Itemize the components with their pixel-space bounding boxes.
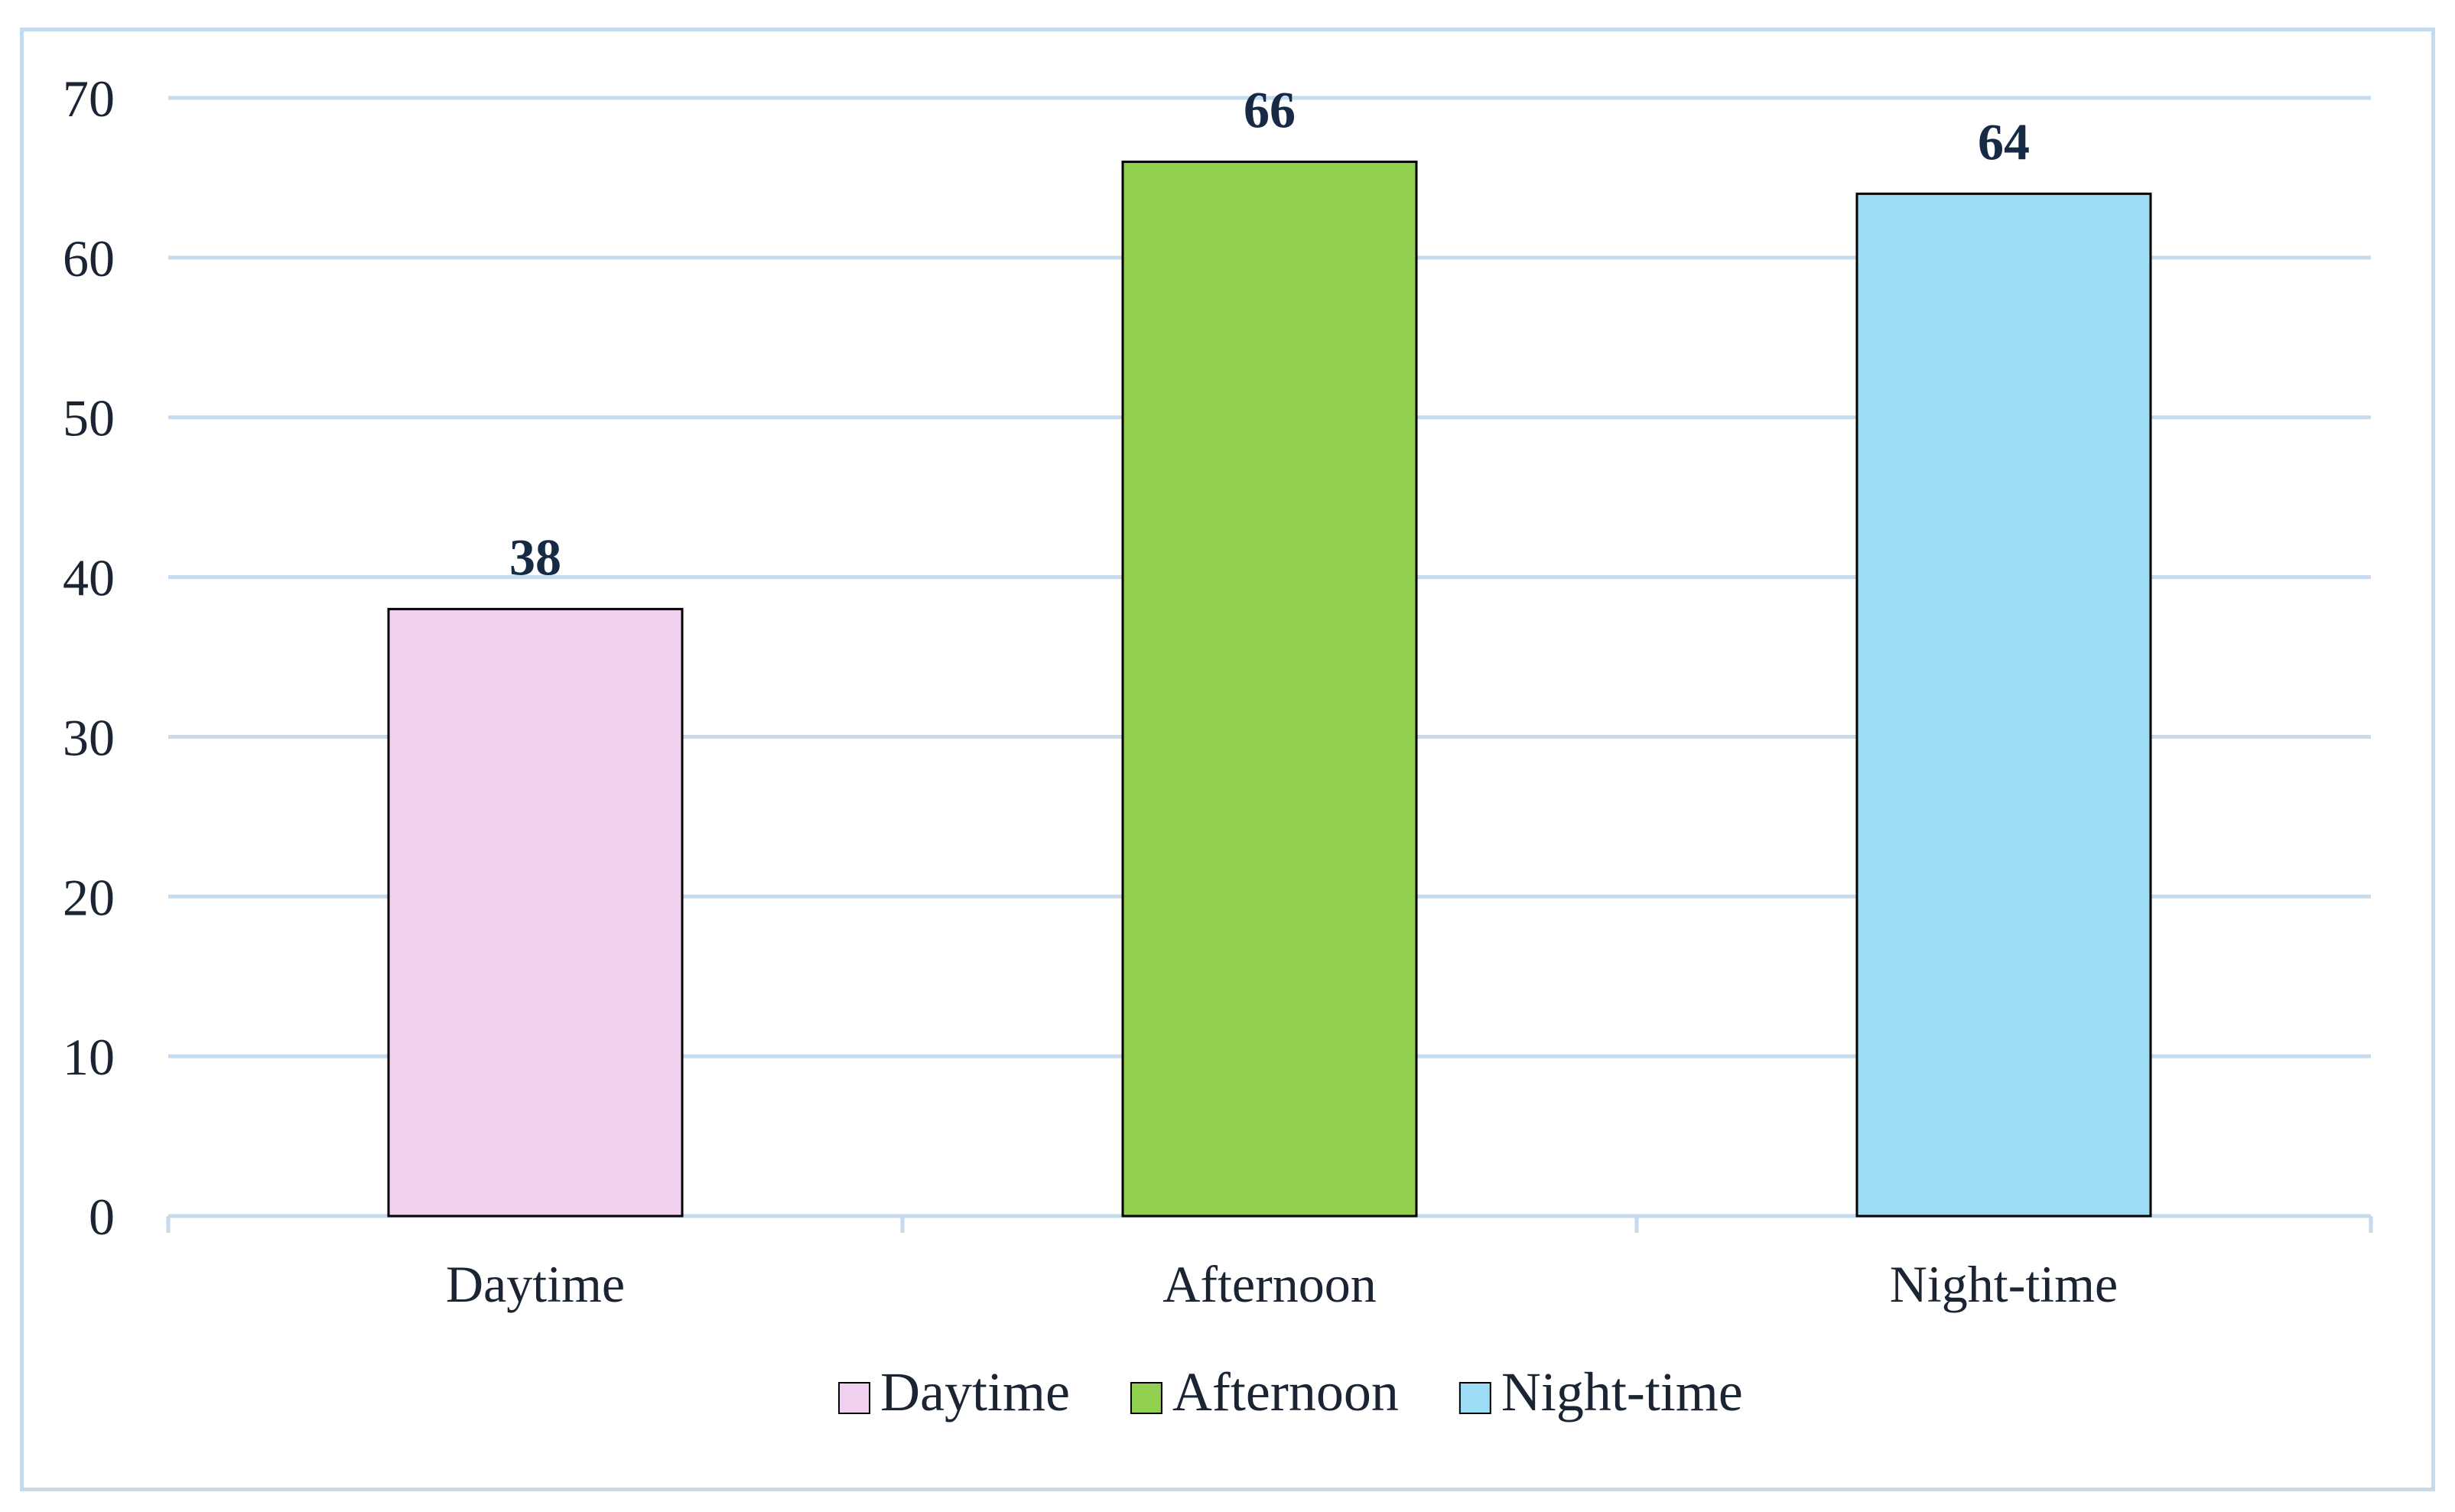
chart-frame [20,28,2435,1491]
x-tick-label: Afternoon [1162,1255,1376,1313]
y-tick-label: 40 [63,549,115,607]
legend-swatch [1130,1382,1162,1414]
data-label: 38 [509,528,561,586]
y-tick-label: 60 [63,229,115,288]
legend-label: Afternoon [1172,1361,1399,1423]
x-tick-label: Night-time [1890,1255,2118,1313]
data-label: 66 [1244,81,1296,139]
legend-swatch [838,1382,870,1414]
bar-afternoon [1121,161,1418,1218]
y-tick-label: 30 [63,708,115,766]
bar-daytime [387,607,684,1218]
legend-label: Night-time [1501,1361,1743,1423]
y-tick-label: 0 [89,1188,115,1246]
legend-label: Daytime [880,1361,1070,1423]
bar-night-time [1855,192,2152,1218]
y-tick-label: 50 [63,389,115,447]
x-tick-label: Daytime [446,1255,625,1313]
y-tick-label: 10 [63,1028,115,1086]
legend-swatch [1458,1382,1491,1414]
y-tick-label: 70 [63,70,115,128]
data-label: 64 [1978,112,2030,171]
y-tick-label: 20 [63,868,115,926]
